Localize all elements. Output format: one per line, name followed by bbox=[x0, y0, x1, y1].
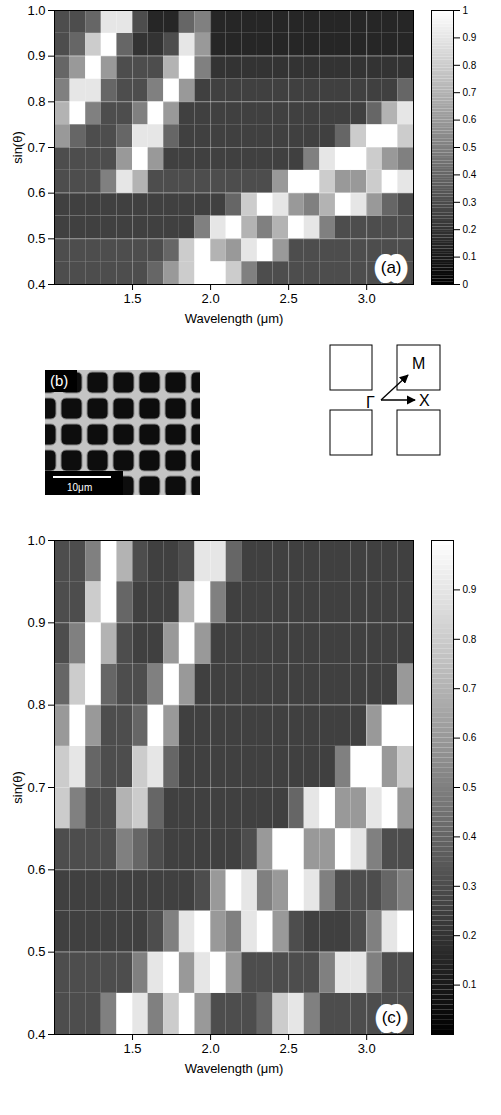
svg-text:0.6: 0.6 bbox=[27, 862, 45, 877]
svg-text:Γ: Γ bbox=[366, 394, 375, 411]
svg-text:0.6: 0.6 bbox=[27, 185, 45, 200]
svg-text:1.0: 1.0 bbox=[27, 3, 45, 18]
svg-text:Wavelength (μm): Wavelength (μm) bbox=[185, 311, 284, 326]
svg-text:2.5: 2.5 bbox=[280, 291, 298, 306]
svg-text:0.5: 0.5 bbox=[27, 231, 45, 246]
svg-text:1.5: 1.5 bbox=[124, 1041, 142, 1056]
svg-text:0.3: 0.3 bbox=[463, 881, 477, 892]
svg-text:10μm: 10μm bbox=[67, 482, 92, 493]
svg-text:0.7: 0.7 bbox=[463, 683, 477, 694]
svg-text:0.8: 0.8 bbox=[463, 634, 477, 645]
svg-text:sin(θ): sin(θ) bbox=[10, 131, 25, 164]
svg-text:0.5: 0.5 bbox=[463, 782, 477, 793]
svg-text:3.0: 3.0 bbox=[358, 291, 376, 306]
svg-text:3.0: 3.0 bbox=[358, 1041, 376, 1056]
svg-text:2.0: 2.0 bbox=[202, 291, 220, 306]
svg-text:Wavelength (μm): Wavelength (μm) bbox=[185, 1061, 284, 1076]
svg-text:sin(θ): sin(θ) bbox=[10, 771, 25, 804]
svg-text:1.0: 1.0 bbox=[27, 533, 45, 548]
svg-text:0.2: 0.2 bbox=[463, 930, 477, 941]
svg-text:0.6: 0.6 bbox=[463, 732, 477, 743]
svg-text:1.5: 1.5 bbox=[124, 291, 142, 306]
svg-text:(b): (b) bbox=[50, 372, 68, 389]
svg-text:0.7: 0.7 bbox=[27, 140, 45, 155]
svg-text:0.4: 0.4 bbox=[463, 169, 477, 180]
svg-text:0.5: 0.5 bbox=[463, 142, 477, 153]
svg-text:0.8: 0.8 bbox=[463, 60, 477, 71]
svg-text:0.4: 0.4 bbox=[463, 831, 477, 842]
svg-text:0.5: 0.5 bbox=[27, 944, 45, 959]
svg-text:2.5: 2.5 bbox=[280, 1041, 298, 1056]
svg-text:2.0: 2.0 bbox=[202, 1041, 220, 1056]
svg-text:0.2: 0.2 bbox=[463, 224, 477, 235]
svg-text:0.8: 0.8 bbox=[27, 94, 45, 109]
svg-text:0.9: 0.9 bbox=[463, 584, 477, 595]
svg-text:0.8: 0.8 bbox=[27, 697, 45, 712]
svg-text:X: X bbox=[419, 392, 430, 409]
svg-text:0.1: 0.1 bbox=[463, 251, 477, 262]
svg-text:(a): (a) bbox=[381, 258, 402, 277]
svg-text:0.3: 0.3 bbox=[463, 197, 477, 208]
svg-text:1: 1 bbox=[463, 5, 469, 16]
svg-text:M: M bbox=[412, 355, 425, 372]
svg-text:(c): (c) bbox=[382, 1008, 402, 1027]
svg-text:0: 0 bbox=[463, 279, 469, 290]
svg-text:0.9: 0.9 bbox=[27, 48, 45, 63]
svg-text:0.4: 0.4 bbox=[27, 277, 45, 292]
svg-text:0.6: 0.6 bbox=[463, 114, 477, 125]
svg-text:0.1: 0.1 bbox=[463, 979, 477, 990]
svg-text:0.9: 0.9 bbox=[463, 32, 477, 43]
svg-text:0.7: 0.7 bbox=[27, 780, 45, 795]
svg-text:0.4: 0.4 bbox=[27, 1027, 45, 1042]
svg-text:(a): (a) bbox=[381, 258, 402, 277]
svg-text:(c): (c) bbox=[382, 1008, 402, 1027]
svg-text:0.7: 0.7 bbox=[463, 87, 477, 98]
svg-text:0.9: 0.9 bbox=[27, 615, 45, 630]
